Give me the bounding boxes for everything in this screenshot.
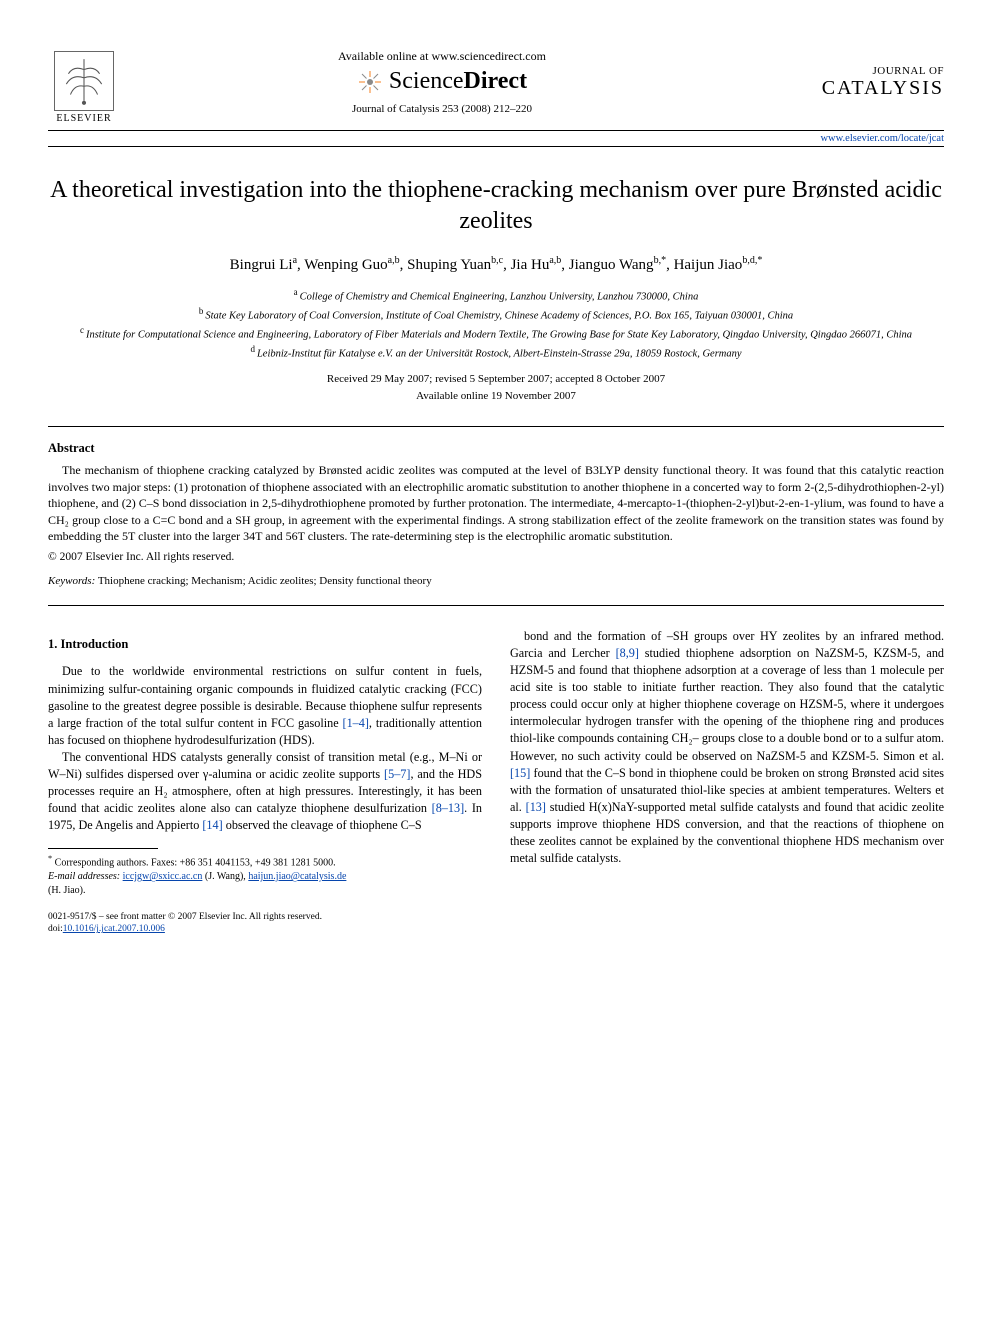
- article-title: A theoretical investigation into the thi…: [48, 175, 944, 237]
- left-col-footer: * Corresponding authors. Faxes: +86 351 …: [48, 848, 482, 936]
- journal-link-row: www.elsevier.com/locate/jcat: [48, 130, 944, 147]
- sciencedirect-text: ScienceDirect: [389, 68, 527, 95]
- journal-logo-top: JOURNAL OF: [764, 65, 944, 77]
- affiliation-c: Institute for Computational Science and …: [86, 329, 912, 340]
- footnote-separator: [48, 848, 158, 849]
- online-line: Available online 19 November 2007: [48, 388, 944, 405]
- corresp-mark-icon: *: [48, 854, 52, 863]
- article-dates: Received 29 May 2007; revised 5 Septembe…: [48, 371, 944, 404]
- body-para-2: The conventional HDS catalysts generally…: [48, 749, 482, 834]
- journal-logo-bottom: CATALYSIS: [764, 77, 944, 100]
- abstract-text: The mechanism of thiophene cracking cata…: [48, 462, 944, 545]
- abstract-body: The mechanism of thiophene cracking cata…: [48, 462, 944, 545]
- email-who-2: (H. Jiao).: [48, 884, 482, 898]
- affiliations: aCollege of Chemistry and Chemical Engin…: [48, 286, 944, 361]
- body-para-1: Due to the worldwide environmental restr…: [48, 663, 482, 748]
- footnotes: * Corresponding authors. Faxes: +86 351 …: [48, 853, 482, 897]
- doi-label: doi:: [48, 924, 63, 934]
- issn-line: 0021-9517/$ – see front matter © 2007 El…: [48, 911, 482, 923]
- journal-homepage-link[interactable]: www.elsevier.com/locate/jcat: [820, 133, 944, 144]
- center-header: Available online at www.sciencedirect.co…: [120, 49, 764, 115]
- journal-logo: JOURNAL OF CATALYSIS: [764, 65, 944, 100]
- sciencedirect-logo: ScienceDirect: [136, 68, 748, 95]
- article-body: 1. Introduction Due to the worldwide env…: [48, 628, 944, 936]
- rule-top: [48, 426, 944, 427]
- email-who-1: (J. Wang),: [205, 871, 246, 882]
- keywords-label: Keywords:: [48, 575, 95, 587]
- keywords-line: Keywords: Thiophene cracking; Mechanism;…: [48, 575, 944, 587]
- affiliation-d: Leibniz-Institut für Katalyse e.V. an de…: [257, 348, 742, 359]
- author: Bingrui Lia: [230, 257, 297, 273]
- author: Wenping Guoa,b: [304, 257, 399, 273]
- sciencedirect-burst-icon: [357, 69, 383, 95]
- elsevier-tree-icon: [54, 51, 114, 111]
- abstract-heading: Abstract: [48, 441, 944, 456]
- doi-link[interactable]: 10.1016/j.jcat.2007.10.006: [63, 924, 165, 934]
- emails-label: E-mail addresses:: [48, 871, 120, 882]
- body-para-3: bond and the formation of –SH groups ove…: [510, 628, 944, 867]
- section-1-heading: 1. Introduction: [48, 636, 482, 654]
- footer: 0021-9517/$ – see front matter © 2007 El…: [48, 911, 482, 936]
- journal-reference: Journal of Catalysis 253 (2008) 212–220: [136, 103, 748, 115]
- elsevier-label: ELSEVIER: [56, 113, 111, 124]
- affiliation-a: College of Chemistry and Chemical Engine…: [300, 292, 699, 303]
- abstract-copyright: © 2007 Elsevier Inc. All rights reserved…: [48, 551, 944, 563]
- author: Shuping Yuanb,c: [407, 257, 503, 273]
- available-online-text: Available online at www.sciencedirect.co…: [136, 49, 748, 64]
- sd-right: Direct: [464, 68, 528, 94]
- author: Haijun Jiaob,d,*: [674, 257, 763, 273]
- author: Jianguo Wangb,*: [569, 257, 666, 273]
- email-link-1[interactable]: iccjgw@sxicc.ac.cn: [123, 871, 203, 882]
- received-line: Received 29 May 2007; revised 5 Septembe…: [48, 371, 944, 388]
- page-header: ELSEVIER Available online at www.science…: [48, 40, 944, 124]
- corresp-text: Corresponding authors. Faxes: +86 351 40…: [55, 858, 336, 869]
- author: Jia Hua,b: [511, 257, 562, 273]
- keywords-text: Thiophene cracking; Mechanism; Acidic ze…: [98, 575, 432, 587]
- email-link-2[interactable]: haijun.jiao@catalysis.de: [248, 871, 346, 882]
- sd-left: Science: [389, 68, 464, 94]
- affiliation-b: State Key Laboratory of Coal Conversion,…: [205, 311, 793, 322]
- authors-line: Bingrui Lia, Wenping Guoa,b, Shuping Yua…: [48, 255, 944, 274]
- elsevier-logo: ELSEVIER: [48, 40, 120, 124]
